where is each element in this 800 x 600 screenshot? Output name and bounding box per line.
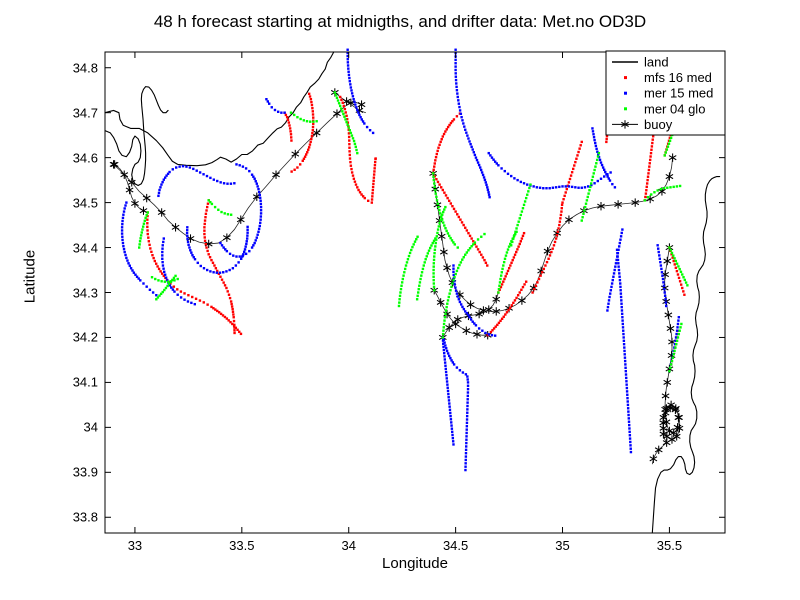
legend-item-mfs-16-med[interactable]: mfs 16 med	[624, 70, 712, 85]
series-buoy	[109, 88, 684, 465]
buoy-marker	[565, 215, 573, 224]
buoy-marker	[672, 432, 681, 441]
buoy-marker	[357, 100, 366, 109]
buoy-marker	[668, 435, 676, 444]
buoy-marker	[171, 223, 180, 232]
buoy-marker	[484, 305, 493, 314]
buoy-marker	[662, 438, 671, 447]
buoy-marker	[492, 307, 501, 316]
legend-label: land	[644, 55, 669, 70]
buoy-marker	[671, 405, 680, 415]
buoy-marker	[668, 153, 677, 162]
buoy-marker	[663, 256, 672, 266]
legend-label: mer 15 med	[644, 86, 713, 101]
legend-label: buoy	[644, 117, 673, 132]
y-tick-label: 34.7	[72, 105, 98, 121]
buoy-marker	[445, 323, 454, 332]
x-tick-label: 33	[127, 538, 143, 553]
x-axis-label: Longitude	[382, 555, 448, 572]
buoy-marker	[597, 201, 605, 211]
buoy-marker	[666, 324, 675, 333]
series-mer-15-med	[120, 48, 681, 472]
buoy-marker	[157, 208, 166, 217]
buoy-marker	[125, 185, 134, 195]
buoy-marker	[291, 149, 300, 159]
buoy-marker	[659, 418, 668, 428]
buoy-marker	[466, 300, 475, 309]
y-tick-label: 34.4	[72, 240, 98, 256]
buoy-marker	[661, 391, 670, 401]
legend-item-buoy[interactable]: buoy	[612, 117, 673, 132]
buoy-marker	[669, 428, 678, 437]
buoy-marker	[475, 309, 484, 319]
buoy-marker	[439, 247, 448, 257]
x-tick-label: 34.5	[442, 538, 469, 553]
y-tick-label: 34.1	[72, 374, 98, 390]
buoy-marker	[312, 128, 321, 138]
buoy-marker	[659, 429, 668, 439]
y-tick-label: 34.8	[72, 60, 98, 76]
buoy-marker	[649, 454, 658, 464]
x-tick-label: 34	[341, 538, 356, 553]
buoy-marker	[621, 120, 629, 129]
buoy-marker	[109, 160, 118, 169]
buoy-marker	[462, 326, 471, 335]
buoy-marker	[342, 97, 351, 106]
y-tick-label: 34.6	[72, 150, 98, 166]
buoy-marker	[139, 206, 148, 215]
buoy-marker	[614, 200, 623, 209]
legend-item-mer-04-glo[interactable]: mer 04 glo	[624, 101, 705, 116]
buoy-marker	[473, 330, 481, 339]
buoy-marker	[346, 98, 355, 107]
buoy-marker	[654, 445, 663, 455]
y-tick-label: 34.2	[72, 329, 98, 345]
y-tick-label: 34	[83, 419, 98, 435]
buoy-marker	[236, 215, 245, 224]
buoy-marker	[661, 408, 670, 418]
axes-frame	[104, 51, 726, 534]
y-tick-label: 34.3	[72, 285, 98, 300]
series-mfs-16-med	[146, 50, 686, 373]
series-land	[104, 51, 721, 534]
legend-label: mfs 16 med	[644, 70, 712, 85]
buoy-marker	[127, 178, 136, 187]
y-tick-label: 34.5	[72, 195, 98, 211]
x-tick-label: 35	[555, 538, 570, 553]
buoy-marker	[664, 310, 673, 320]
buoy-marker	[333, 109, 341, 118]
buoy-marker	[675, 424, 684, 433]
buoy-marker	[272, 170, 280, 179]
buoy-marker	[543, 246, 552, 256]
buoy-marker	[663, 378, 672, 387]
buoy-marker	[675, 413, 683, 422]
buoy-marker	[131, 199, 139, 208]
buoy-marker	[437, 232, 446, 241]
buoy-marker	[451, 319, 460, 329]
buoy-marker	[120, 170, 129, 179]
y-tick-label: 33.8	[72, 509, 98, 525]
legend-label: mer 04 glo	[644, 101, 705, 116]
buoy-marker	[492, 295, 501, 304]
buoy-marker	[517, 296, 526, 305]
buoy-marker	[665, 172, 674, 181]
series-mer-04-glo	[138, 91, 689, 373]
legend-item-mer-15-med[interactable]: mer 15 med	[624, 86, 713, 101]
buoy-marker	[110, 160, 119, 169]
buoy-marker	[436, 298, 445, 307]
y-tick-label: 33.9	[72, 464, 98, 480]
page-title: 48 h forecast starting at midnigths, and…	[153, 12, 647, 31]
legend-item-land[interactable]: land	[612, 55, 669, 70]
x-tick-label: 33.5	[229, 538, 255, 553]
buoy-marker	[142, 193, 151, 203]
buoy-marker	[222, 233, 231, 242]
data-series-layer	[104, 48, 721, 534]
buoy-marker	[631, 198, 640, 207]
buoy-marker	[443, 263, 451, 272]
x-tick-label: 35.5	[656, 538, 683, 553]
buoy-marker	[666, 403, 675, 413]
